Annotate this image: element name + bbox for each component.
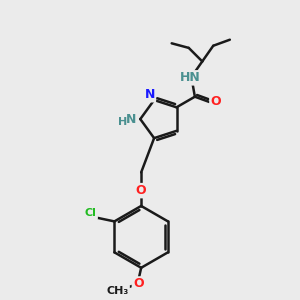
Text: N: N (145, 88, 155, 101)
Text: Cl: Cl (85, 208, 97, 218)
Text: N: N (126, 112, 136, 126)
Text: O: O (210, 95, 221, 109)
Text: CH₃: CH₃ (106, 286, 129, 296)
Text: HN: HN (180, 71, 201, 84)
Text: H: H (118, 117, 127, 127)
Text: O: O (136, 184, 146, 197)
Text: O: O (133, 278, 143, 290)
